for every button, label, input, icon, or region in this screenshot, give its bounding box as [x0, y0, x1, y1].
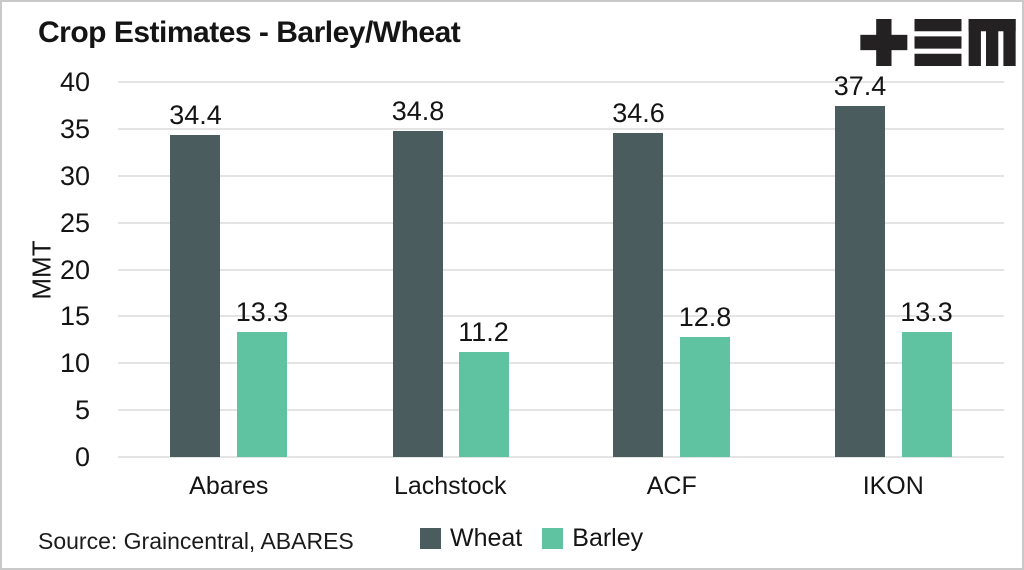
- bar-with-label: 11.2: [458, 318, 509, 457]
- bar-with-label: 37.4: [833, 71, 887, 457]
- bar-value-label: 34.6: [612, 97, 665, 128]
- bar-with-label: 34.8: [391, 95, 445, 457]
- bar-with-label: 12.8: [678, 302, 732, 457]
- m-glyph: [968, 19, 1016, 66]
- plot-area: 0 5 10 15 20 25 30 35 40 34.4 13.3 34.8 11.2 34.6 12.…: [60, 69, 1005, 471]
- bar-wheat: [170, 134, 221, 457]
- bar-value-label: 13.3: [235, 297, 289, 328]
- bar-wheat: [613, 132, 664, 457]
- gridline: [118, 456, 1004, 458]
- bar-group: 34.4 13.3: [118, 82, 340, 457]
- bar-group: 34.6 12.8: [561, 82, 783, 457]
- gridline: [118, 362, 1004, 365]
- y-tick-label: 10: [59, 348, 90, 379]
- bar-value-label: 34.4: [169, 99, 222, 130]
- y-tick-label: 0: [74, 442, 90, 472]
- y-tick-label: 30: [59, 160, 90, 191]
- x-axis-category-label: ACF: [646, 472, 697, 500]
- x-axis-labels: Abares Lachstock ACF IKON: [118, 472, 1004, 501]
- y-tick-label: 40: [59, 67, 90, 97]
- legend-item-barley: Barley: [542, 524, 643, 553]
- bar-barley: [237, 332, 288, 457]
- bar-wheat: [834, 106, 885, 457]
- gridline: [118, 409, 1004, 412]
- y-tick-label: 20: [59, 254, 90, 285]
- bar-groups: 34.4 13.3 34.8 11.2 34.6 12.8 37.4 13.3: [118, 72, 1005, 457]
- bar-value-label: 11.2: [458, 317, 509, 347]
- gridline: [118, 81, 1004, 83]
- x-axis-category-label: Abares: [189, 472, 269, 500]
- brand-logo-icon: [860, 19, 1016, 66]
- legend-item-wheat: Wheat: [420, 524, 522, 553]
- y-tick-label: 35: [59, 113, 90, 144]
- gridline: [118, 127, 1004, 130]
- bar-group: 37.4 13.3: [783, 72, 1005, 457]
- y-tick-label: 5: [74, 395, 90, 426]
- bar-wheat: [392, 130, 443, 457]
- bar-barley: [680, 337, 731, 457]
- legend-label-barley: Barley: [572, 524, 644, 552]
- gridline: [118, 315, 1004, 318]
- legend-swatch-barley: [542, 528, 564, 549]
- bar-group: 34.8 11.2: [340, 82, 562, 457]
- triple-bar-glyph: [914, 19, 962, 66]
- legend: Wheat Barley: [420, 524, 643, 553]
- chart-title: Crop Estimates - Barley/Wheat: [38, 16, 461, 49]
- bar-value-label: 13.3: [900, 297, 953, 328]
- gridline: [118, 268, 1004, 271]
- x-axis-category-label: IKON: [862, 472, 924, 500]
- bar-with-label: 34.6: [612, 99, 665, 457]
- source-note: Source: Graincentral, ABARES: [38, 528, 354, 554]
- gridline: [118, 221, 1004, 224]
- y-tick-label: 15: [59, 301, 90, 332]
- bar-barley: [901, 332, 952, 457]
- bar-value-label: 37.4: [833, 71, 887, 102]
- bar-with-label: 13.3: [900, 298, 953, 457]
- bar-value-label: 34.8: [391, 95, 445, 126]
- bar-value-label: 12.8: [678, 302, 732, 332]
- legend-swatch-wheat: [420, 528, 441, 549]
- gridline: [118, 174, 1004, 177]
- legend-label-wheat: Wheat: [450, 524, 523, 552]
- x-axis-category-label: Lachstock: [393, 472, 507, 500]
- bar-barley: [458, 352, 509, 457]
- bar-with-label: 13.3: [235, 297, 289, 457]
- bar-with-label: 34.4: [169, 99, 222, 457]
- plus-glyph: [860, 19, 908, 66]
- y-tick-label: 25: [59, 207, 90, 238]
